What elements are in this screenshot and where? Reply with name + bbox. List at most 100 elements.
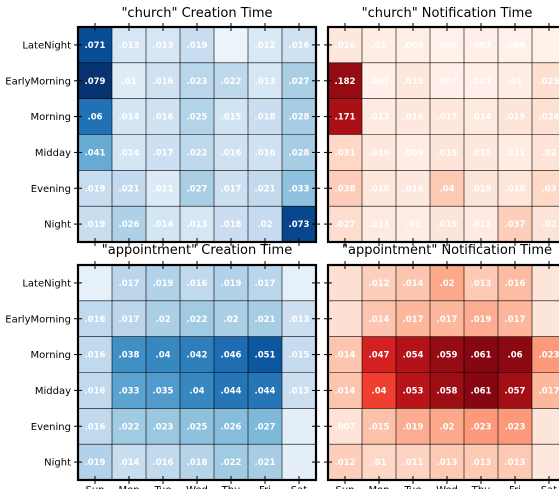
heatmap-cell [282, 27, 317, 64]
cell-value-label: .019 [471, 184, 492, 194]
cell-value-label: .024 [539, 113, 559, 123]
cell-value-label: .01 [507, 77, 522, 87]
heatmap-cell [78, 444, 113, 481]
cell-value-label: .182 [335, 77, 356, 87]
cell-value-label: .025 [187, 113, 208, 123]
heatmap-cell [78, 300, 113, 337]
heatmap-cell [362, 336, 397, 373]
cell-value-label: .019 [187, 41, 208, 51]
heatmap-cell [532, 408, 559, 445]
heatmap-cell [498, 265, 533, 302]
cell-value-label: .016 [369, 148, 390, 158]
heatmap-cell [430, 62, 465, 99]
heatmap-cell [214, 206, 249, 243]
cell-value-label: .022 [221, 458, 242, 468]
cell-value-label: .015 [471, 148, 492, 158]
heatmap-cell [362, 372, 397, 409]
heatmap-cell [248, 62, 283, 99]
heatmap-cell [464, 444, 499, 481]
heatmap-cell [180, 134, 215, 171]
cell-value-label: .016 [187, 279, 208, 289]
heatmap-cell [362, 300, 397, 337]
cell-value-label: .057 [505, 386, 526, 396]
heatmap-cell [430, 98, 465, 135]
heatmap-cell [362, 444, 397, 481]
heatmap-cell [498, 336, 533, 373]
cell-value-label: .019 [85, 184, 106, 194]
cell-value-label: .006 [437, 41, 458, 51]
heatmap-cell [362, 265, 397, 302]
cell-value-label: .014 [335, 351, 356, 361]
cell-value-label: .02 [541, 148, 556, 158]
cell-value-label: .023 [539, 351, 559, 361]
column-label: Tue [403, 485, 421, 489]
heatmap-cell [248, 170, 283, 207]
column-label: Thu [221, 485, 241, 489]
column-label: Wed [186, 485, 208, 489]
heatmap-cell [498, 170, 533, 207]
cell-value-label: .026 [119, 220, 140, 230]
heatmap-cell [146, 206, 181, 243]
cell-value-label: .073 [289, 220, 310, 230]
cell-value-label: .017 [437, 113, 458, 123]
cell-value-label: .016 [403, 113, 424, 123]
cell-value-label: .06 [507, 351, 522, 361]
heatmap-cell [532, 170, 559, 207]
cell-value-label: .017 [221, 184, 242, 194]
cell-value-label: .022 [187, 315, 208, 325]
heatmap-cell [532, 134, 559, 171]
heatmap-cell [464, 134, 499, 171]
cell-value-label: .018 [369, 184, 390, 194]
heatmap-cell [78, 408, 113, 445]
cell-value-label: .017 [119, 315, 140, 325]
cell-value-label: .013 [289, 315, 310, 325]
cell-value-label: .019 [471, 315, 492, 325]
heatmap-cell [396, 372, 431, 409]
heatmap-cell [498, 372, 533, 409]
heatmap-cell [430, 372, 465, 409]
heatmap-cell [532, 62, 559, 99]
cell-value-label: .022 [187, 148, 208, 158]
heatmap-cell [328, 27, 363, 64]
cell-value-label: .017 [437, 315, 458, 325]
cell-value-label: .017 [505, 315, 526, 325]
cell-value-label: .018 [221, 220, 242, 230]
cell-value-label: .047 [369, 351, 390, 361]
cell-value-label: .013 [119, 41, 140, 51]
heatmap-cell [532, 336, 559, 373]
cell-value-label: .012 [335, 458, 356, 468]
row-label: LateNight [22, 40, 71, 51]
heatmap-cell [464, 206, 499, 243]
cell-value-label: .013 [369, 220, 390, 230]
heatmap-cell [112, 27, 147, 64]
cell-value-label: .017 [119, 279, 140, 289]
heatmap-cell [362, 134, 397, 171]
cell-value-label: .019 [153, 279, 174, 289]
heatmap-cell [180, 408, 215, 445]
heatmap-cell [464, 336, 499, 373]
cell-value-label: .007 [471, 41, 492, 51]
heatmap-cell [214, 444, 249, 481]
row-label: LateNight [22, 278, 71, 289]
cell-value-label: .046 [221, 351, 242, 361]
row-label: Night [44, 458, 71, 469]
heatmap-cell [532, 27, 559, 64]
heatmap-cell [430, 336, 465, 373]
cell-value-label: .016 [335, 41, 356, 51]
heatmap-cell [396, 336, 431, 373]
panel-title: "appointment" Creation Time [102, 243, 292, 258]
cell-value-label: .013 [187, 220, 208, 230]
heatmap-cell [328, 98, 363, 135]
heatmap-cell [532, 98, 559, 135]
cell-value-label: .014 [119, 458, 140, 468]
heatmap-cell [498, 98, 533, 135]
heatmap-cell [282, 408, 317, 445]
heatmap-cell [78, 134, 113, 171]
heatmap-cell [532, 206, 559, 243]
heatmap-cell [396, 265, 431, 302]
heatmap-cell [180, 27, 215, 64]
heatmap-cell [282, 372, 317, 409]
column-label: Mon [118, 485, 139, 489]
cell-value-label: .014 [119, 113, 140, 123]
heatmap-cell [430, 27, 465, 64]
